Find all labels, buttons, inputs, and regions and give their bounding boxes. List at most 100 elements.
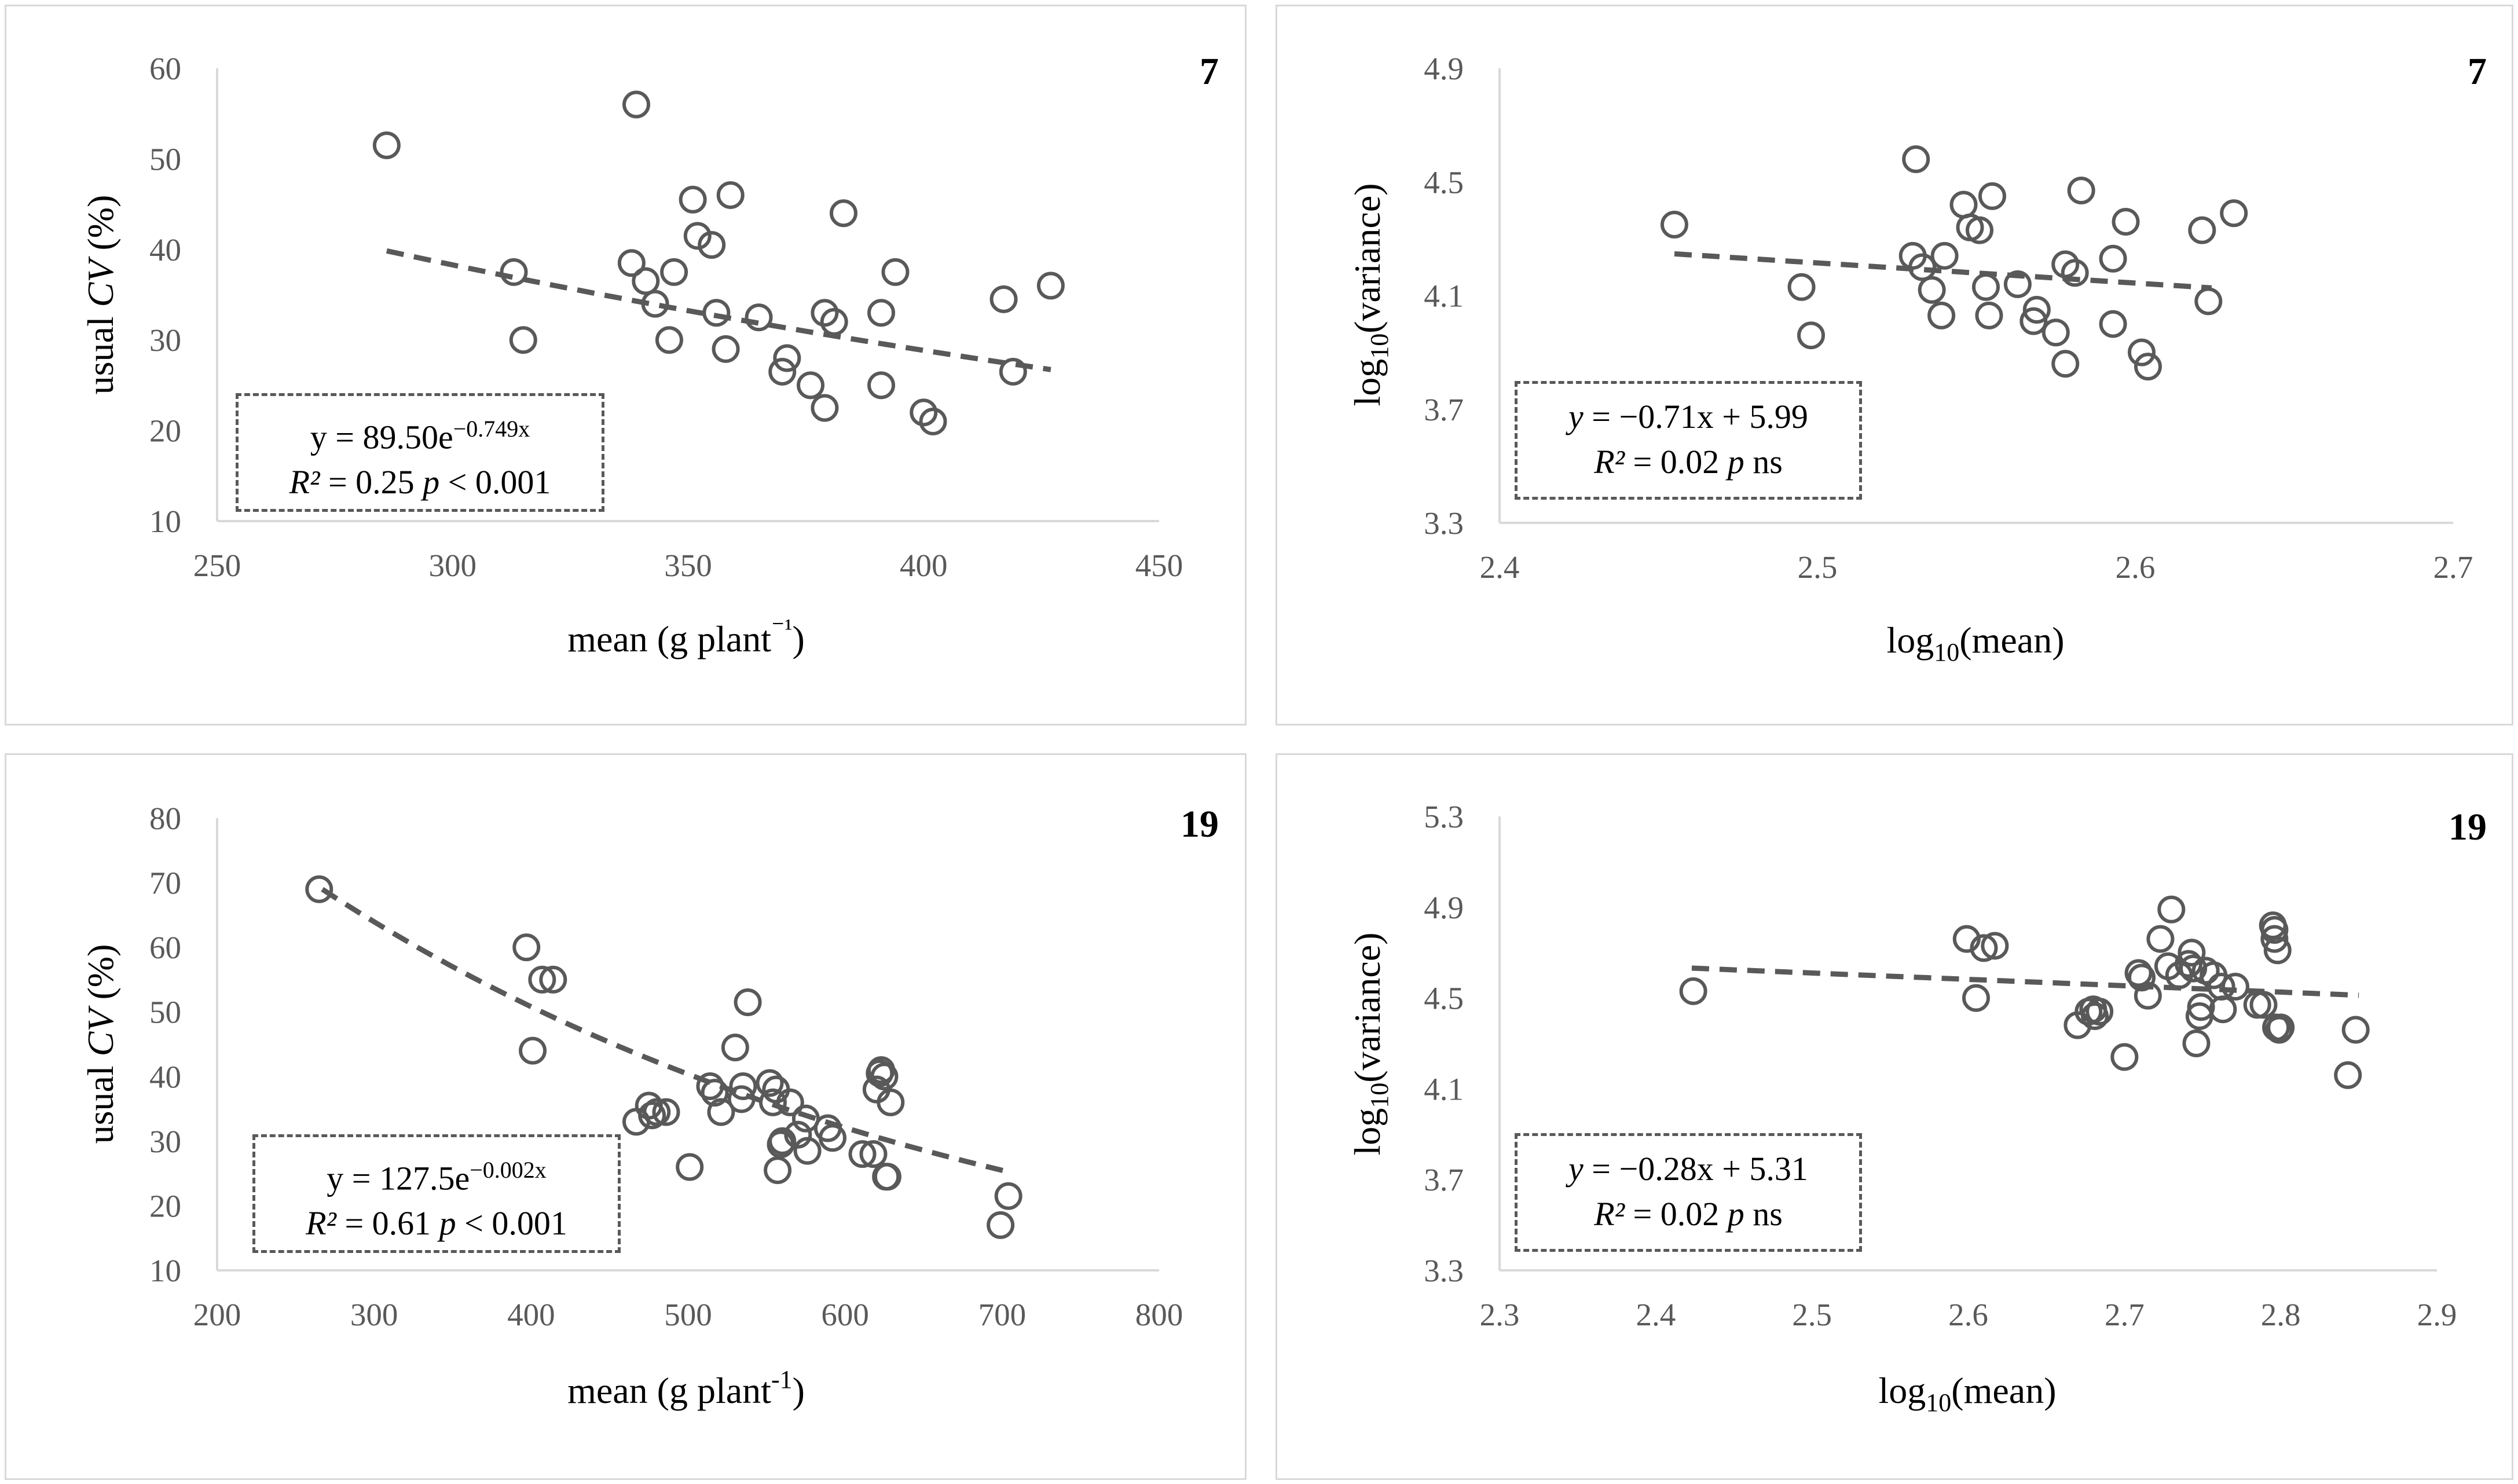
- data-point: [2110, 1043, 2139, 1071]
- y-tick-label: 3.7: [1424, 1162, 1464, 1197]
- data-point: [641, 290, 669, 318]
- data-point: [2099, 310, 2127, 338]
- equation-3: y = 127.5e−0.002x: [327, 1157, 547, 1197]
- data-point: [2209, 995, 2237, 1024]
- y-tick-label: 20: [149, 413, 181, 449]
- y-axis-label: usual CV (%): [80, 944, 121, 1144]
- data-point: [2022, 296, 2051, 324]
- data-point: [2221, 973, 2249, 1001]
- equation-2: y = −0.71x + 5.99: [1568, 398, 1808, 435]
- data-point: [2019, 307, 2048, 335]
- panel-number: 7: [2468, 50, 2487, 93]
- x-tick-label: 450: [1135, 548, 1183, 583]
- data-point: [2182, 1029, 2211, 1057]
- data-point: [1930, 241, 1959, 270]
- data-point: [2134, 353, 2162, 381]
- trendline: [386, 248, 1051, 372]
- x-tick-label: 2.7: [2105, 1297, 2145, 1332]
- y-tick-label: 60: [149, 51, 181, 86]
- data-point: [2067, 176, 2095, 204]
- data-point: [1962, 984, 1990, 1012]
- data-point: [2178, 939, 2206, 967]
- data-point: [2003, 270, 2032, 298]
- data-point: [372, 131, 401, 159]
- panel-number: 19: [2449, 806, 2487, 848]
- y-tick-label: 20: [149, 1188, 181, 1223]
- y-tick-label: 5.3: [1424, 799, 1464, 834]
- data-point: [2061, 259, 2089, 287]
- data-point: [2260, 925, 2289, 953]
- data-point: [512, 933, 541, 962]
- data-point: [2157, 895, 2186, 924]
- x-tick-label: 500: [664, 1297, 712, 1332]
- stats-4: R² = 0.02 p ns: [1594, 1195, 1783, 1233]
- data-point: [2127, 338, 2156, 367]
- y-tick-label: 10: [149, 1253, 181, 1288]
- data-point: [2260, 916, 2289, 944]
- data-point: [638, 1101, 666, 1130]
- data-point: [811, 299, 839, 327]
- data-point: [1927, 301, 1956, 329]
- data-point: [1787, 273, 1816, 301]
- x-axis-label: log10​(mean): [1887, 620, 2065, 666]
- x-tick-label: 2.9: [2417, 1297, 2457, 1332]
- data-point: [2341, 1016, 2370, 1044]
- data-point: [1908, 253, 1937, 281]
- data-point: [859, 1140, 888, 1168]
- data-point: [1660, 210, 1688, 239]
- x-tick-label: 300: [350, 1297, 398, 1332]
- data-point: [655, 326, 683, 354]
- data-point: [1981, 932, 2009, 960]
- y-tick-label: 3.3: [1424, 505, 1464, 541]
- data-point: [797, 371, 825, 400]
- data-point: [701, 1079, 729, 1107]
- data-point: [509, 326, 537, 354]
- panel-number: 19: [1181, 803, 1219, 845]
- trendline: [1674, 251, 2212, 291]
- data-point: [643, 1098, 671, 1126]
- x-tick-label: 2.3: [1480, 1297, 1520, 1332]
- data-point: [1797, 321, 1826, 350]
- data-point: [745, 303, 773, 332]
- x-tick-label: 400: [507, 1297, 555, 1332]
- x-tick-label: 2.4: [1636, 1297, 1676, 1332]
- data-point: [848, 1140, 877, 1168]
- data-point: [999, 357, 1027, 386]
- data-point: [989, 285, 1018, 313]
- data-point: [305, 875, 333, 903]
- y-tick-label: 4.1: [1424, 1071, 1464, 1106]
- data-point: [987, 1211, 1015, 1239]
- data-point: [2146, 925, 2175, 953]
- data-point: [1971, 273, 2000, 301]
- data-point: [1902, 145, 1930, 173]
- y-tick-label: 4.5: [1424, 981, 1464, 1016]
- x-tick-label: 2.5: [1798, 549, 1838, 585]
- x-tick-label: 2.4: [1480, 549, 1520, 585]
- y-tick-label: 70: [149, 866, 181, 901]
- data-point: [2051, 250, 2080, 279]
- data-point: [2263, 936, 2292, 965]
- equation-box-1: y = 89.50e−0.749x R² = 0.25 p < 0.001: [236, 393, 604, 512]
- data-point: [2194, 287, 2223, 316]
- stats-2: R² = 0.02 p ns: [1594, 443, 1783, 481]
- y-tick-label: 3.3: [1424, 1253, 1464, 1288]
- y-axis-label: log10​(variance): [1347, 183, 1394, 406]
- y-tick-label: 50: [149, 141, 181, 177]
- data-point: [881, 258, 910, 286]
- data-point: [2249, 991, 2278, 1019]
- equation-4: y = −0.28x + 5.31: [1568, 1150, 1808, 1188]
- panel-number: 7: [1200, 50, 1219, 93]
- chart-panel-1: [5, 5, 1247, 725]
- data-point: [2041, 318, 2070, 347]
- data-point: [617, 249, 646, 277]
- data-point: [1952, 925, 1981, 953]
- data-point: [2134, 981, 2162, 1010]
- data-point: [2188, 216, 2216, 244]
- data-point: [776, 1088, 804, 1116]
- y-tick-label: 4.1: [1424, 279, 1464, 314]
- y-tick-label: 4.5: [1424, 164, 1464, 200]
- y-tick-label: 4.9: [1424, 51, 1464, 86]
- data-point: [2174, 950, 2202, 978]
